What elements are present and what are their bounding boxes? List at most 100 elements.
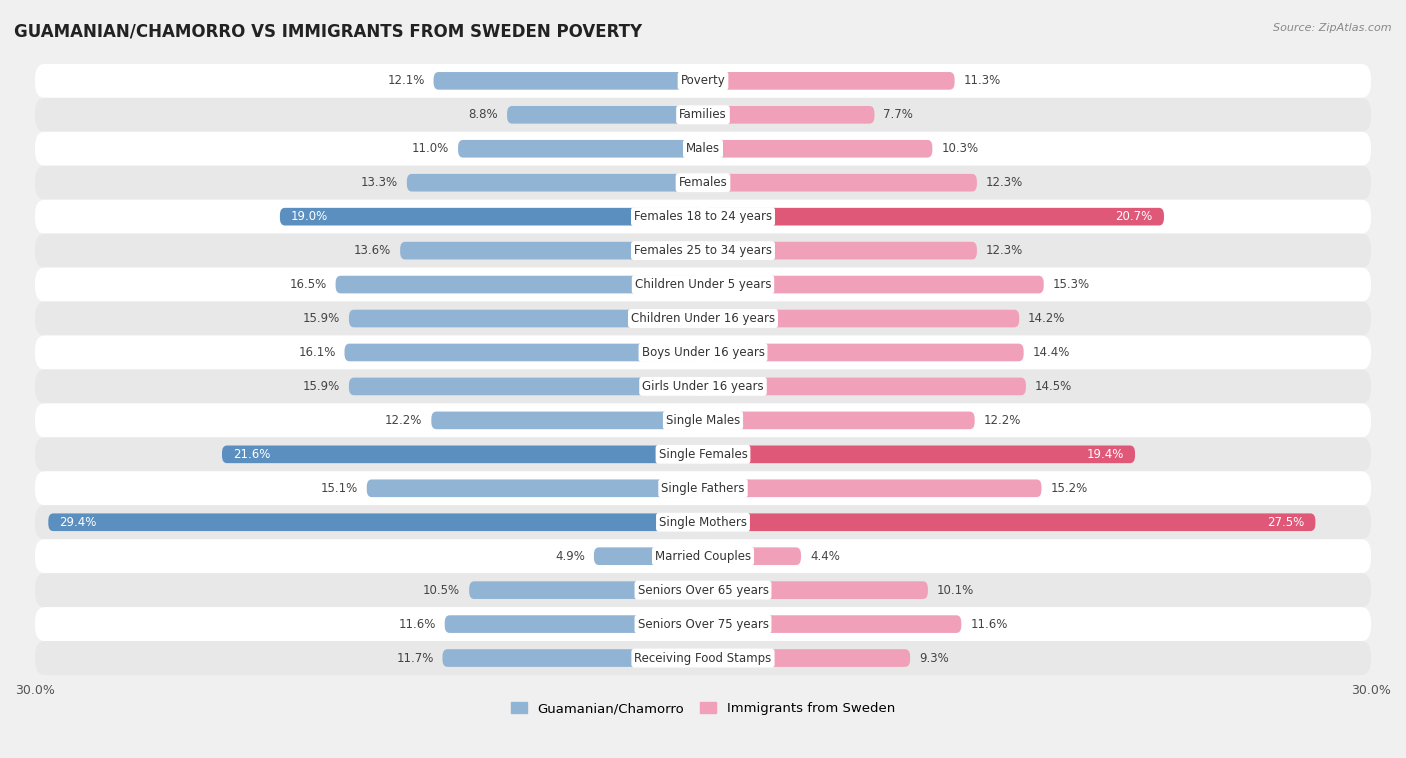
Text: Married Couples: Married Couples [655,550,751,562]
FancyBboxPatch shape [443,649,703,667]
Text: Children Under 5 years: Children Under 5 years [634,278,772,291]
FancyBboxPatch shape [35,573,1371,607]
Text: 14.2%: 14.2% [1028,312,1066,325]
FancyBboxPatch shape [349,310,703,327]
FancyBboxPatch shape [35,336,1371,369]
Text: 15.1%: 15.1% [321,482,359,495]
Text: 16.5%: 16.5% [290,278,326,291]
Text: Receiving Food Stamps: Receiving Food Stamps [634,652,772,665]
Text: 10.3%: 10.3% [941,143,979,155]
Text: 11.6%: 11.6% [970,618,1008,631]
FancyBboxPatch shape [35,369,1371,403]
FancyBboxPatch shape [444,615,703,633]
FancyBboxPatch shape [35,403,1371,437]
Text: 19.0%: 19.0% [291,210,328,223]
FancyBboxPatch shape [703,310,1019,327]
FancyBboxPatch shape [703,242,977,259]
Text: 8.8%: 8.8% [468,108,498,121]
Text: Single Females: Single Females [658,448,748,461]
Text: 13.3%: 13.3% [361,176,398,190]
FancyBboxPatch shape [703,377,1026,395]
FancyBboxPatch shape [349,377,703,395]
Text: Source: ZipAtlas.com: Source: ZipAtlas.com [1274,23,1392,33]
FancyBboxPatch shape [703,276,1043,293]
Text: 15.9%: 15.9% [302,380,340,393]
Text: 11.0%: 11.0% [412,143,449,155]
Text: GUAMANIAN/CHAMORRO VS IMMIGRANTS FROM SWEDEN POVERTY: GUAMANIAN/CHAMORRO VS IMMIGRANTS FROM SW… [14,23,643,41]
FancyBboxPatch shape [35,437,1371,471]
Text: Single Fathers: Single Fathers [661,482,745,495]
Text: 16.1%: 16.1% [298,346,336,359]
FancyBboxPatch shape [703,174,977,192]
Text: Girls Under 16 years: Girls Under 16 years [643,380,763,393]
Text: Single Mothers: Single Mothers [659,515,747,529]
Text: Males: Males [686,143,720,155]
Text: 13.6%: 13.6% [354,244,391,257]
FancyBboxPatch shape [593,547,703,565]
FancyBboxPatch shape [703,208,1164,225]
Text: Seniors Over 75 years: Seniors Over 75 years [637,618,769,631]
FancyBboxPatch shape [35,471,1371,506]
FancyBboxPatch shape [35,607,1371,641]
Text: Single Males: Single Males [666,414,740,427]
Text: 12.2%: 12.2% [385,414,422,427]
Text: 7.7%: 7.7% [883,108,914,121]
FancyBboxPatch shape [470,581,703,599]
Text: 4.4%: 4.4% [810,550,839,562]
Text: Females 18 to 24 years: Females 18 to 24 years [634,210,772,223]
Text: 15.3%: 15.3% [1053,278,1090,291]
FancyBboxPatch shape [344,343,703,362]
FancyBboxPatch shape [222,446,703,463]
FancyBboxPatch shape [703,343,1024,362]
Text: Poverty: Poverty [681,74,725,87]
FancyBboxPatch shape [35,98,1371,132]
Text: 15.9%: 15.9% [302,312,340,325]
FancyBboxPatch shape [703,649,910,667]
FancyBboxPatch shape [48,513,703,531]
Text: 10.5%: 10.5% [423,584,460,597]
FancyBboxPatch shape [703,480,1042,497]
FancyBboxPatch shape [336,276,703,293]
Text: Females: Females [679,176,727,190]
FancyBboxPatch shape [703,581,928,599]
Text: Females 25 to 34 years: Females 25 to 34 years [634,244,772,257]
Text: 19.4%: 19.4% [1087,448,1123,461]
Text: 14.5%: 14.5% [1035,380,1071,393]
FancyBboxPatch shape [401,242,703,259]
Text: 14.4%: 14.4% [1032,346,1070,359]
Text: Families: Families [679,108,727,121]
FancyBboxPatch shape [35,64,1371,98]
FancyBboxPatch shape [703,547,801,565]
FancyBboxPatch shape [508,106,703,124]
FancyBboxPatch shape [703,140,932,158]
FancyBboxPatch shape [35,641,1371,675]
FancyBboxPatch shape [35,233,1371,268]
FancyBboxPatch shape [432,412,703,429]
FancyBboxPatch shape [406,174,703,192]
Text: Seniors Over 65 years: Seniors Over 65 years [637,584,769,597]
FancyBboxPatch shape [458,140,703,158]
FancyBboxPatch shape [35,506,1371,539]
FancyBboxPatch shape [703,106,875,124]
Legend: Guamanian/Chamorro, Immigrants from Sweden: Guamanian/Chamorro, Immigrants from Swed… [512,702,894,715]
Text: 10.1%: 10.1% [936,584,974,597]
FancyBboxPatch shape [280,208,703,225]
Text: 12.2%: 12.2% [984,414,1021,427]
Text: Boys Under 16 years: Boys Under 16 years [641,346,765,359]
FancyBboxPatch shape [35,539,1371,573]
FancyBboxPatch shape [35,132,1371,166]
Text: 4.9%: 4.9% [555,550,585,562]
FancyBboxPatch shape [703,412,974,429]
Text: 9.3%: 9.3% [920,652,949,665]
Text: 12.3%: 12.3% [986,176,1024,190]
FancyBboxPatch shape [703,446,1135,463]
FancyBboxPatch shape [367,480,703,497]
FancyBboxPatch shape [433,72,703,89]
FancyBboxPatch shape [35,166,1371,199]
FancyBboxPatch shape [35,302,1371,336]
Text: 27.5%: 27.5% [1267,515,1305,529]
FancyBboxPatch shape [35,268,1371,302]
FancyBboxPatch shape [703,72,955,89]
FancyBboxPatch shape [35,199,1371,233]
Text: 12.3%: 12.3% [986,244,1024,257]
